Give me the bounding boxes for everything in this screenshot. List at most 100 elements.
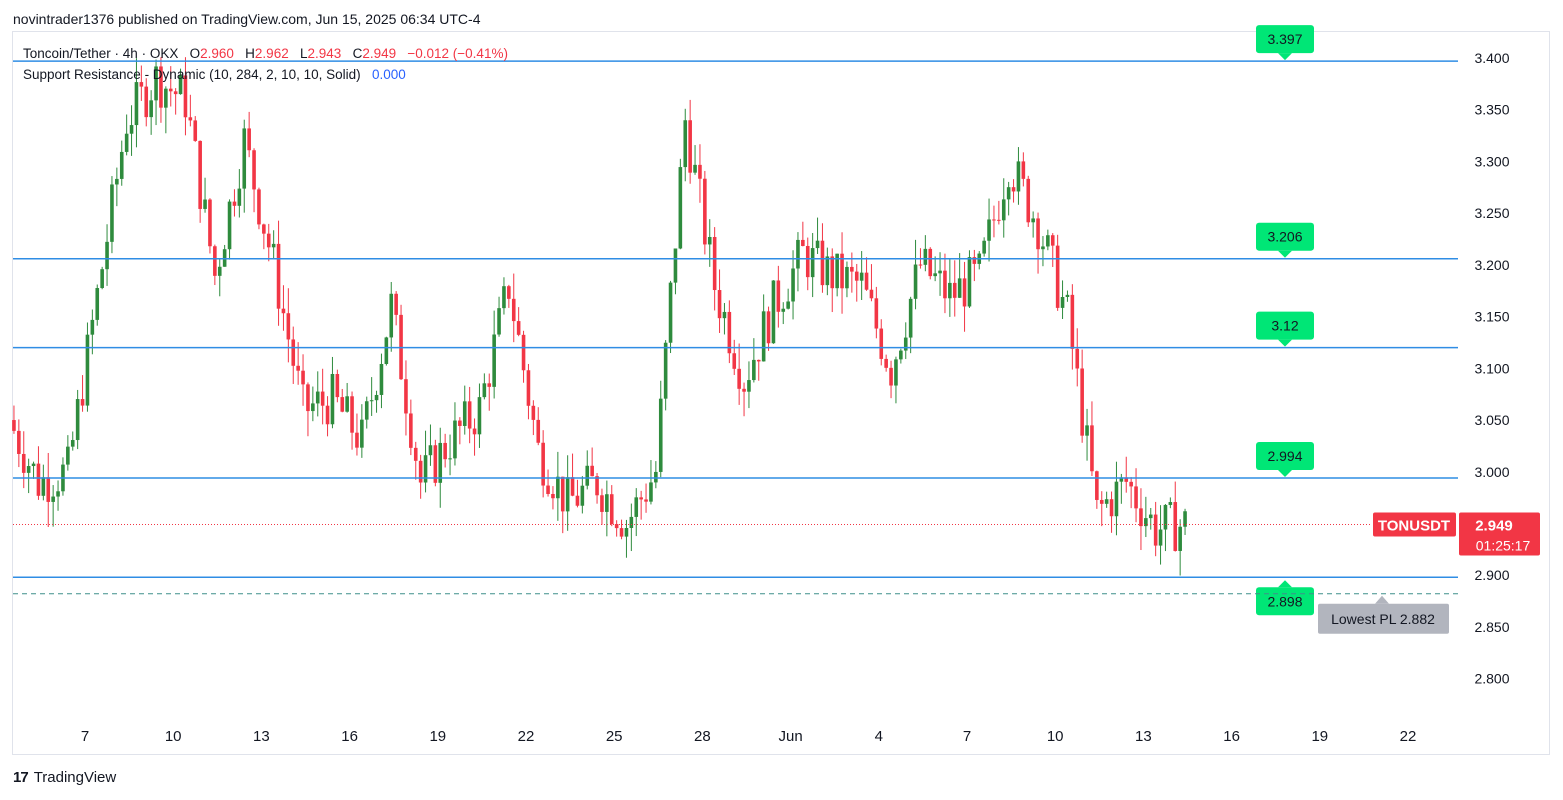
candle-body	[364, 401, 369, 420]
candle-body	[678, 167, 683, 249]
y-tick-label: 3.250	[1474, 205, 1509, 221]
x-tick-label: 10	[1047, 728, 1064, 745]
candle-body	[12, 420, 16, 431]
candle-body	[100, 269, 104, 289]
candle-body	[820, 240, 825, 286]
candle-body	[183, 75, 188, 118]
candle-body	[119, 151, 124, 179]
legend-close-value: 2.949	[362, 46, 397, 61]
candle-body	[722, 311, 727, 319]
candle-body	[1134, 486, 1138, 509]
candle-body	[1124, 477, 1129, 482]
candle-body	[139, 82, 144, 87]
candle-body	[70, 440, 75, 447]
candle-body	[1183, 511, 1187, 527]
level-tag[interactable]	[1256, 25, 1314, 54]
candle-body	[982, 240, 986, 254]
candle-body	[707, 237, 712, 245]
candle-body	[477, 397, 482, 435]
candle-body	[482, 383, 487, 398]
candle-body	[1055, 245, 1060, 308]
candle-body	[766, 311, 771, 344]
level-tag[interactable]	[1256, 311, 1314, 340]
symbol-legend[interactable]: Toncoin/Tether · 4h · OKX O2.960 H2.962 …	[23, 46, 508, 61]
y-tick-label: 3.200	[1474, 257, 1509, 273]
candle-body	[502, 286, 506, 309]
candle-body	[262, 224, 266, 234]
candle-body	[1080, 368, 1084, 436]
last-price-tag[interactable]	[1459, 512, 1540, 556]
x-tick-label: 19	[429, 728, 446, 745]
y-tick-label: 3.400	[1474, 50, 1509, 66]
candle-body	[311, 403, 315, 412]
candle-body	[629, 516, 634, 529]
candle-body	[335, 373, 340, 398]
candle-body	[1168, 502, 1173, 505]
lowest-pl-tag[interactable]	[1318, 603, 1449, 634]
candle-body	[1090, 425, 1094, 472]
candle-body	[1060, 297, 1065, 308]
level-tag-pointer	[1278, 53, 1292, 61]
y-tick-label: 3.050	[1474, 412, 1509, 428]
level-tag-pointer	[1278, 580, 1292, 588]
candle-body	[727, 311, 732, 354]
candle-body	[51, 496, 55, 502]
candle-body	[217, 266, 222, 276]
candle-body	[472, 428, 477, 435]
y-tick-label: 3.100	[1474, 360, 1509, 376]
candle-body	[536, 419, 541, 443]
level-tag[interactable]	[1256, 222, 1314, 251]
candle-body	[830, 256, 835, 289]
publisher-line: novintrader1376 published on TradingView…	[13, 11, 481, 27]
candle-body	[154, 66, 158, 101]
candle-body	[409, 413, 413, 448]
indicator-legend[interactable]: Support Resistance - Dynamic (10, 284, 2…	[23, 67, 406, 82]
candle-body	[433, 445, 438, 483]
candle-body	[771, 280, 776, 344]
candle-body	[933, 273, 937, 277]
level-tag-label: 3.12	[1271, 318, 1298, 334]
candle-body	[889, 367, 893, 386]
legend-open-label: O	[189, 46, 201, 61]
candle-body	[31, 463, 36, 467]
level-tag[interactable]	[1256, 441, 1314, 470]
footer-brand[interactable]: 17 TradingView	[13, 769, 116, 786]
candle-body	[1158, 529, 1163, 546]
candle-body	[1119, 477, 1124, 482]
candle-body	[526, 370, 531, 406]
candle-body	[208, 199, 212, 247]
candle-body	[658, 398, 663, 472]
candle-body	[815, 240, 820, 249]
candle-body	[805, 245, 810, 278]
candle-body	[1178, 526, 1182, 551]
lowest-pl-pointer	[1375, 595, 1389, 604]
candle-body	[394, 293, 398, 315]
candle-body	[624, 528, 629, 537]
candle-body	[418, 460, 423, 483]
candle-body	[546, 485, 550, 494]
symbol-tag[interactable]	[1373, 512, 1456, 537]
indicator-name: Support Resistance - Dynamic (10, 284, 2…	[23, 67, 361, 82]
candle-body	[75, 399, 80, 441]
candle-body	[663, 342, 668, 399]
legend-open-value: 2.960	[200, 46, 234, 61]
legend-low-value: 2.943	[307, 46, 342, 61]
candle-body	[105, 241, 109, 270]
y-tick-label: 3.350	[1474, 102, 1509, 118]
level-tag[interactable]	[1256, 587, 1314, 616]
candle-body	[673, 248, 678, 283]
candle-body	[668, 282, 673, 343]
candle-body	[551, 493, 555, 499]
candle-body	[908, 298, 913, 338]
candle-body	[389, 293, 394, 338]
candle-body	[345, 396, 349, 412]
candle-body	[918, 264, 923, 266]
candle-body	[423, 455, 428, 483]
x-tick-label: 22	[1400, 728, 1417, 745]
x-tick-label: 13	[253, 728, 270, 745]
candle-body	[134, 82, 139, 126]
symbol-tag-label: TONUSDT	[1378, 518, 1450, 535]
level-tag-label: 2.994	[1267, 448, 1302, 464]
candle-body	[649, 482, 653, 502]
